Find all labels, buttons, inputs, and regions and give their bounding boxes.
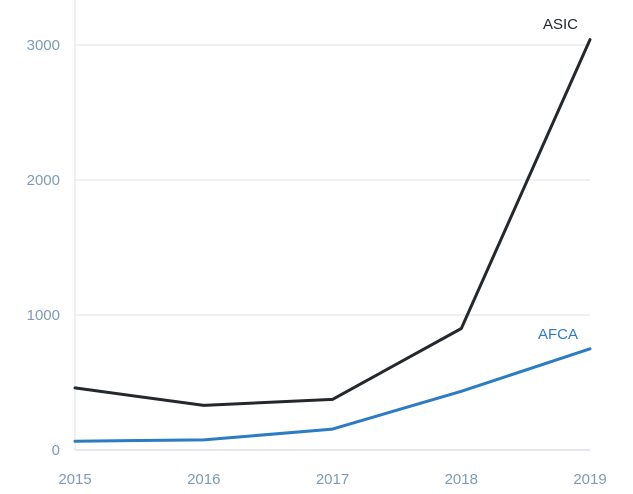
series-lines (73, 38, 592, 443)
series-labels: ASIC AFCA (538, 16, 578, 343)
y-tick-label: 3000 (27, 37, 60, 54)
series-line-asic (73, 38, 592, 407)
y-tick-label: 2000 (27, 172, 60, 189)
x-tick-label: 2018 (445, 471, 478, 488)
y-tick-label: 0 (52, 442, 60, 459)
x-tick-label: 2015 (58, 471, 91, 488)
y-tick-label: 1000 (27, 307, 60, 324)
x-axis-ticks: 2015 2016 2017 2018 2019 (58, 471, 606, 488)
x-tick-label: 2017 (316, 471, 349, 488)
series-line-afca (73, 347, 592, 443)
gridlines (74, 0, 590, 451)
x-tick-label: 2019 (573, 471, 606, 488)
series-label-afca: AFCA (538, 326, 578, 343)
x-tick-label: 2016 (187, 471, 220, 488)
y-axis-ticks: 0 1000 2000 3000 (27, 37, 60, 459)
series-label-asic: ASIC (543, 16, 578, 33)
